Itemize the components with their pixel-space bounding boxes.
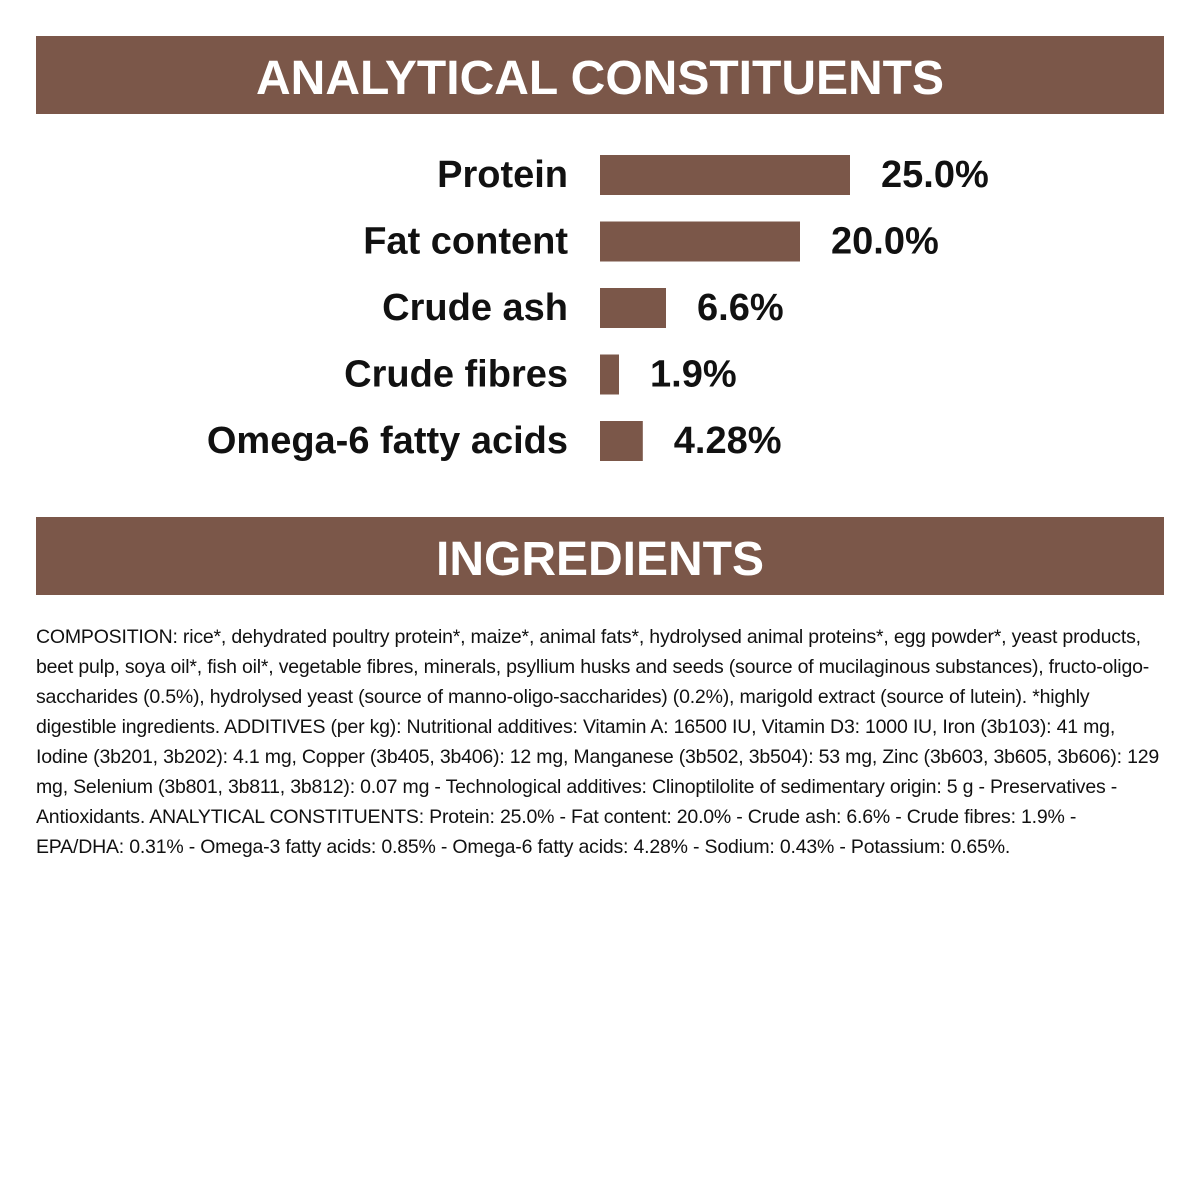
header-band	[36, 517, 1164, 595]
section-title: INGREDIENTS	[436, 533, 764, 586]
category-label: Fat content	[363, 221, 568, 263]
bar	[600, 288, 666, 328]
bar	[600, 354, 619, 395]
bar	[600, 155, 850, 195]
category-label: Omega-6 fatty acids	[207, 420, 568, 462]
value-label: 20.0%	[831, 221, 939, 263]
category-label: Crude fibres	[344, 354, 568, 396]
bar	[600, 221, 800, 262]
chart-title: ANALYTICAL CONSTITUENTS	[256, 52, 944, 105]
value-label: 4.28%	[674, 420, 782, 462]
category-label: Crude ash	[382, 287, 568, 329]
value-label: 6.6%	[697, 287, 784, 329]
value-label: 25.0%	[881, 154, 989, 196]
bar	[600, 421, 643, 461]
chart: ANALYTICAL CONSTITUENTS INGREDIENTS Prot…	[36, 36, 1164, 595]
value-label: 1.9%	[650, 354, 737, 396]
category-label: Protein	[437, 154, 568, 196]
header-band	[36, 36, 1164, 114]
ingredients-text: COMPOSITION: rice*, dehydrated poultry p…	[36, 626, 1160, 858]
